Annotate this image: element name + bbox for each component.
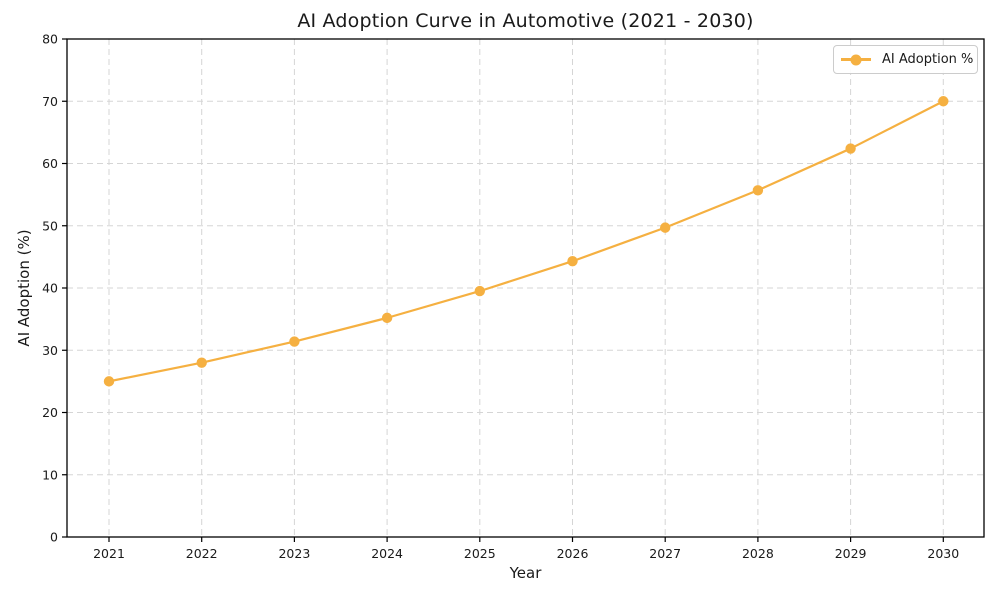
y-tick-label: 10 <box>42 467 58 482</box>
plot-border <box>66 38 985 538</box>
x-tick-label: 2025 <box>464 546 496 561</box>
legend-label: AI Adoption % <box>882 52 974 67</box>
x-tick-label: 2021 <box>93 546 125 561</box>
data-point <box>103 376 115 387</box>
y-tick-label: 20 <box>42 405 58 420</box>
x-tick-label: 2029 <box>835 546 867 561</box>
grid-lines <box>67 38 984 538</box>
series-line <box>107 100 945 383</box>
x-tick-label: 2028 <box>742 546 774 561</box>
data-point <box>752 185 764 196</box>
y-tick-label: 70 <box>42 94 58 109</box>
data-point <box>845 143 856 154</box>
y-tick-label: 80 <box>42 32 58 47</box>
x-tick-label: 2023 <box>278 546 310 561</box>
data-point <box>938 96 949 107</box>
x-tick-label: 2024 <box>371 546 403 561</box>
x-tick-label: 2030 <box>927 546 959 561</box>
legend-line-sample <box>841 54 871 65</box>
x-tick-label: 2027 <box>649 546 681 561</box>
y-tick-label: 60 <box>42 156 58 171</box>
x-tick-label: 2022 <box>186 546 218 561</box>
x-axis-label: Year <box>509 564 542 582</box>
data-point <box>474 285 485 297</box>
data-point <box>567 256 578 267</box>
y-tick-label: 0 <box>50 530 58 545</box>
x-tick-label: 2026 <box>557 546 589 561</box>
data-point <box>289 336 300 347</box>
legend-marker-dot <box>850 54 862 65</box>
y-tick-label: 30 <box>42 343 58 358</box>
data-point <box>381 312 393 324</box>
y-tick-label: 50 <box>42 218 58 233</box>
legend: AI Adoption % <box>833 45 978 74</box>
data-point <box>660 222 671 233</box>
y-axis-label: AI Adoption (%) <box>15 229 33 347</box>
chart-title: AI Adoption Curve in Automotive (2021 - … <box>297 10 754 32</box>
y-tick-label: 40 <box>42 281 58 296</box>
data-point <box>196 357 207 368</box>
